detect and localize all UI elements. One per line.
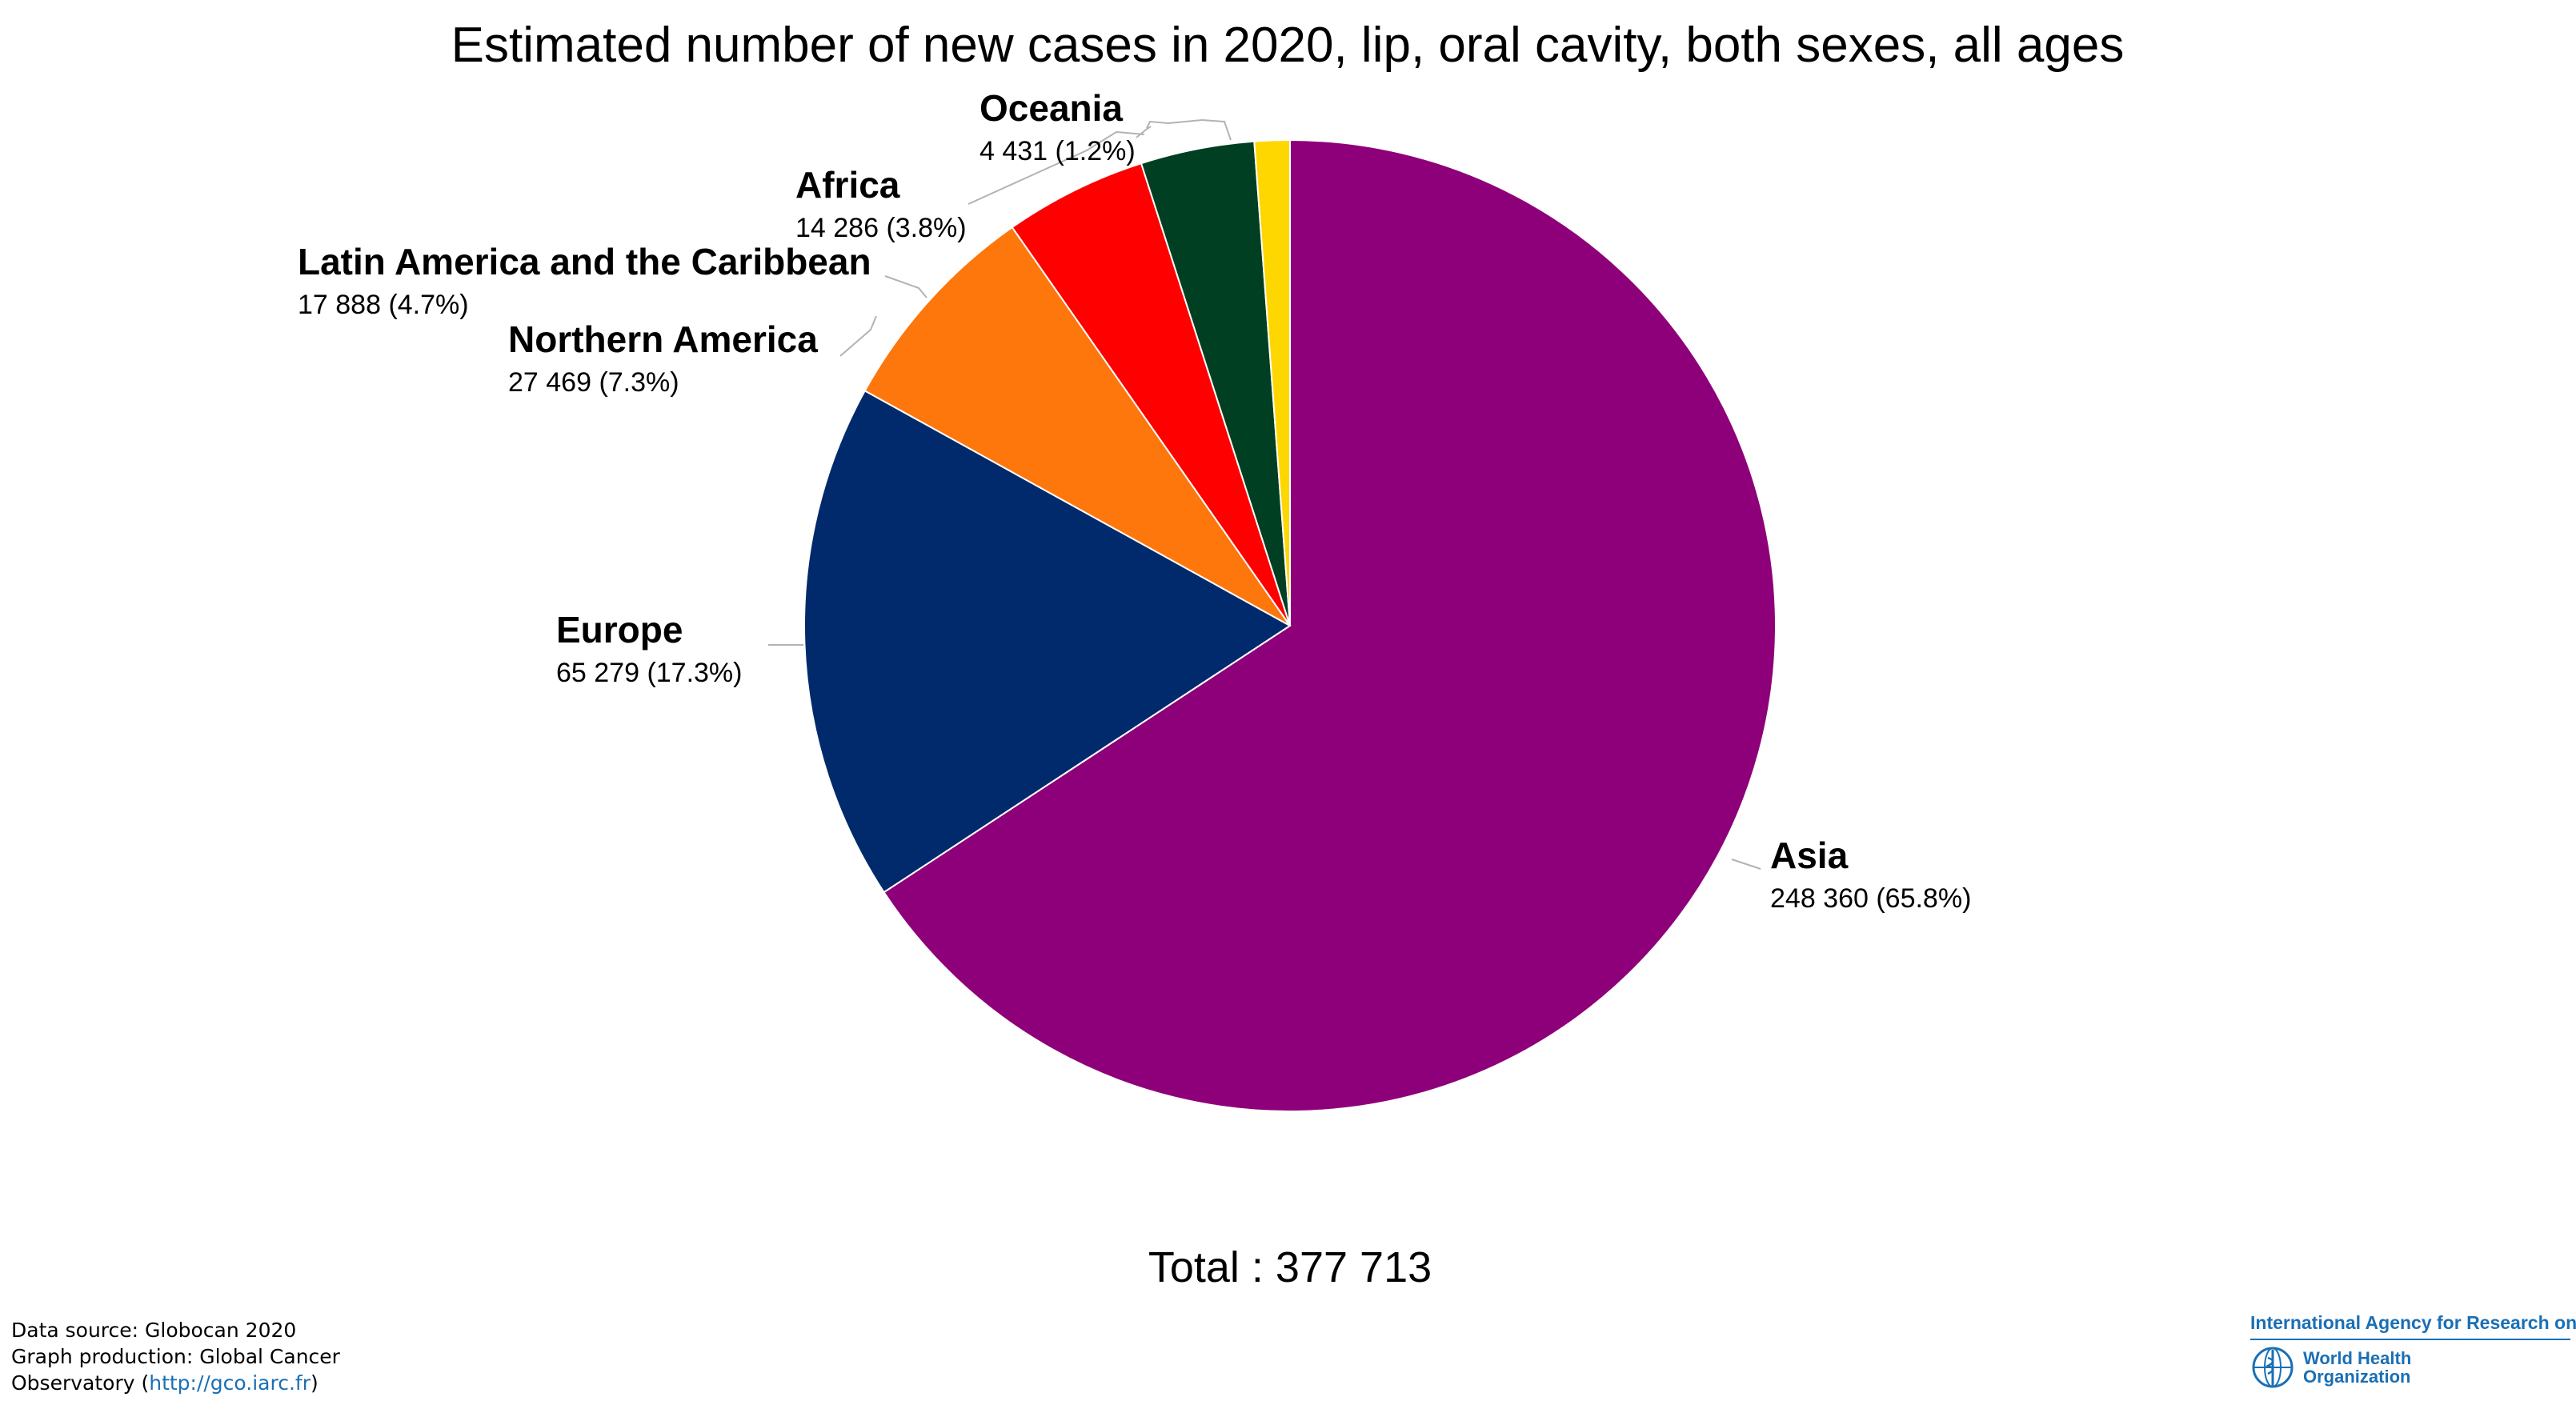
- label-value-oceania: 4 431 (1.2%): [980, 136, 1136, 166]
- who-line1: World Health: [2303, 1348, 2412, 1368]
- pie-slice-latin-america-and-the-caribbean[interactable]: [1011, 162, 1291, 626]
- connector-africa: [968, 130, 1145, 205]
- who-line2: Organization: [2303, 1367, 2411, 1387]
- label-name-asia: Asia: [1770, 835, 1849, 876]
- footer: Data source: Globocan 2020 Graph product…: [11, 1317, 340, 1396]
- pie-slice-europe[interactable]: [803, 390, 1292, 894]
- gco-link[interactable]: http://gco.iarc.fr: [149, 1371, 310, 1395]
- observatory-line: Observatory (http://gco.iarc.fr): [11, 1370, 340, 1396]
- data-source-text: Data source: Globocan 2020: [11, 1319, 297, 1342]
- total-label: Total : 377 713: [1148, 1243, 1432, 1291]
- slice-labels: Asia 248 360 (65.8%) Europe 65 279 (17.3%) N…: [298, 87, 1971, 914]
- iarc-who-logo: International Agency for Research on Can…: [2250, 1312, 2576, 1390]
- connector-oceania: [1136, 118, 1232, 141]
- label-value-europe: 65 279 (17.3%): [556, 658, 743, 688]
- label-connectors: [768, 118, 1761, 870]
- label-name-oceania: Oceania: [980, 87, 1123, 129]
- label-name-africa: Africa: [795, 164, 900, 206]
- connector-latin-america-and-the-caribbean: [884, 275, 927, 298]
- iarc-logo-text: International Agency for Research on Can…: [2250, 1312, 2576, 1340]
- label-value-asia: 248 360 (65.8%): [1770, 883, 1971, 914]
- pie-slice-oceania[interactable]: [1253, 138, 1291, 626]
- label-name-latin-america-and-the-caribbean: Latin America and the Caribbean: [298, 241, 871, 282]
- who-logo-text: World Health Organization: [2303, 1349, 2411, 1386]
- chart-title: Estimated number of new cases in 2020, l…: [451, 18, 2125, 73]
- who-logo: World Health Organization: [2250, 1345, 2570, 1390]
- connector-asia: [1731, 859, 1761, 870]
- label-value-africa: 14 286 (3.8%): [795, 213, 967, 243]
- pie-slices: [803, 138, 1777, 1112]
- label-value-latin-america-and-the-caribbean: 17 888 (4.7%): [298, 290, 469, 320]
- who-emblem-icon: [2252, 1347, 2294, 1388]
- graph-production-text: Graph production: Global Cancer: [11, 1345, 340, 1368]
- label-name-europe: Europe: [556, 609, 683, 650]
- pie-slice-asia[interactable]: [883, 138, 1777, 1112]
- label-value-northern-america: 27 469 (7.3%): [508, 367, 679, 398]
- label-name-northern-america: Northern America: [508, 318, 818, 360]
- connector-northern-america: [839, 315, 877, 357]
- pie-slice-northern-america[interactable]: [863, 226, 1291, 626]
- observatory-prefix: Observatory (: [11, 1371, 150, 1395]
- observatory-suffix: ): [310, 1371, 318, 1395]
